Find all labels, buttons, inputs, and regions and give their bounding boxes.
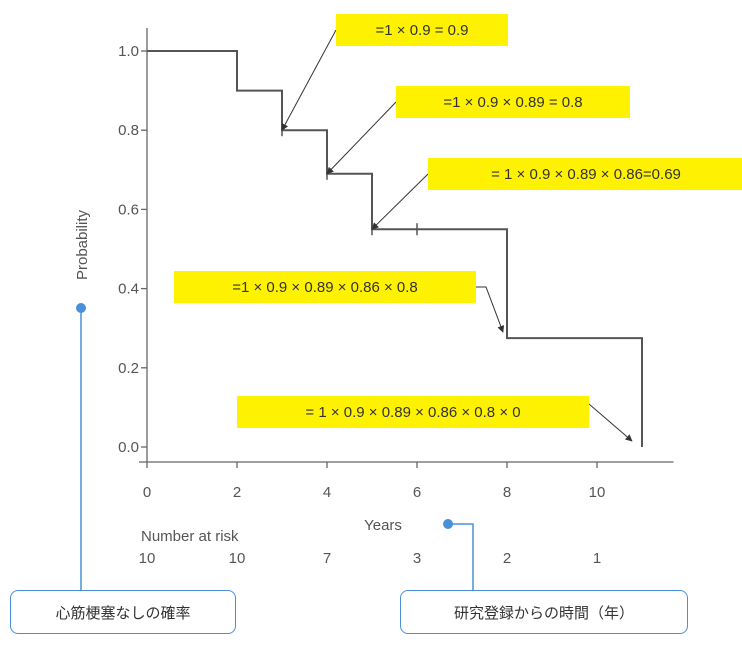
x-tick-label: 6 xyxy=(413,484,421,501)
y-tick-label: 0.0 xyxy=(118,439,139,456)
callout-connectors xyxy=(76,303,474,590)
annotation-label: =1 × 0.9 × 0.89 = 0.8 xyxy=(443,94,582,111)
annotation-label: =1 × 0.9 × 0.89 × 0.86 × 0.8 xyxy=(232,279,418,296)
risk-table-value: 10 xyxy=(229,550,246,567)
risk-table-value: 2 xyxy=(503,550,511,567)
x-tick-label: 4 xyxy=(323,484,331,501)
axes: 0.0 0.2 0.4 0.6 0.8 1.0 0 2 4 6 8 10 Probability Year… xyxy=(74,28,674,534)
x-axis-title: Years xyxy=(364,517,402,534)
probability-callout: 心筋梗塞なしの確率 xyxy=(10,590,236,634)
y-tick-label: 0.2 xyxy=(118,360,139,377)
annotation-arrow xyxy=(476,286,505,333)
annotation-arrow xyxy=(588,403,633,442)
risk-table-value: 3 xyxy=(413,550,421,567)
annotation-label: = 1 × 0.9 × 0.89 × 0.86=0.69 xyxy=(491,166,681,183)
annotations: =1 × 0.9 = 0.9 =1 × 0.9 × 0.89 = 0.8 = 1 ×… xyxy=(174,14,742,442)
risk-table-title: Number at risk xyxy=(141,528,239,545)
annotation-arrow xyxy=(281,29,337,131)
x-tick-label: 2 xyxy=(233,484,241,501)
annotation-arrow xyxy=(326,101,397,175)
x-tick-label: 8 xyxy=(503,484,511,501)
risk-table: Number at risk 10 10 7 3 2 1 xyxy=(139,528,602,567)
annotation-box xyxy=(174,271,476,303)
y-axis-title: Probability xyxy=(74,209,91,280)
years-callout-label: 研究登録からの時間（年） xyxy=(453,603,634,622)
risk-table-value: 1 xyxy=(593,550,601,567)
annotation-box xyxy=(237,396,589,428)
y-tick-label: 1.0 xyxy=(118,43,139,60)
annotation-box xyxy=(428,158,742,190)
risk-table-value: 10 xyxy=(139,550,156,567)
risk-table-value: 7 xyxy=(323,550,331,567)
annotation-box xyxy=(396,86,630,118)
probability-callout-label: 心筋梗塞なしの確率 xyxy=(55,603,191,622)
annotation-label: =1 × 0.9 = 0.9 xyxy=(376,22,469,39)
x-tick-label: 0 xyxy=(143,484,151,501)
years-callout: 研究登録からの時間（年） xyxy=(400,590,688,634)
y-tick-label: 0.6 xyxy=(118,201,139,218)
years-connector-line xyxy=(448,523,474,590)
annotation-label: = 1 × 0.9 × 0.89 × 0.86 × 0.8 × 0 xyxy=(305,404,520,421)
y-tick-label: 0.4 xyxy=(118,281,139,298)
y-tick-label: 0.8 xyxy=(118,122,139,139)
annotation-arrow xyxy=(371,173,429,230)
annotation-box xyxy=(336,14,508,46)
x-tick-label: 10 xyxy=(589,484,606,501)
